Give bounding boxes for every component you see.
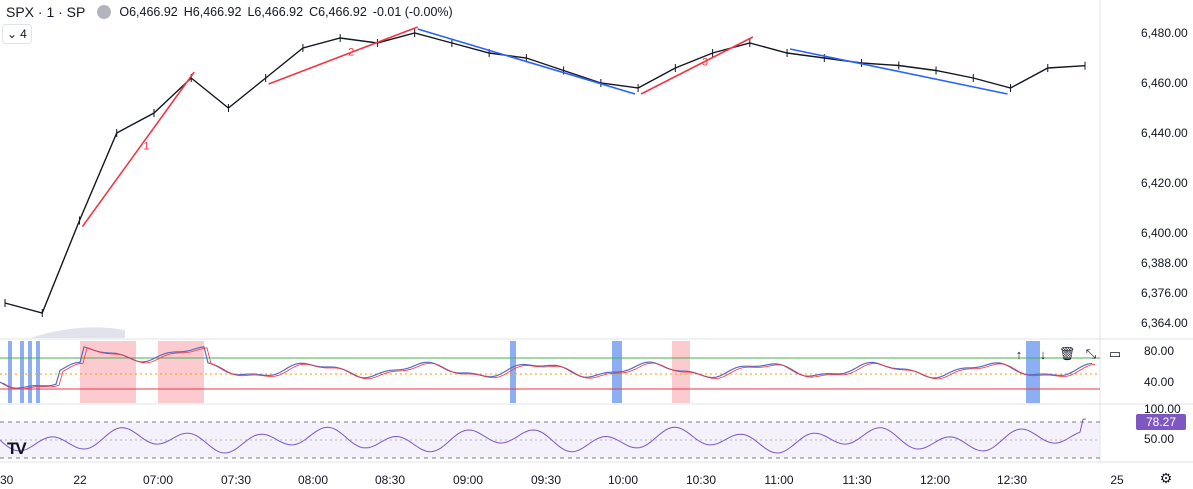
time-axis-label: 08:00 [298,473,328,487]
time-axis-label: 09:30 [531,473,561,487]
open-value: 6,466.92 [129,5,178,19]
blue-signal-band [510,341,516,403]
indicators-collapse-button[interactable]: ⌄ 4 [2,24,32,44]
price-axis-label: 6,440.00 [1141,126,1188,140]
gear-icon[interactable]: ⚙ [1159,469,1173,486]
price-axis-label: 6,420.00 [1141,176,1188,190]
rsi-value-badge: 78.27 [1136,414,1186,430]
price-axis-label: 6,364.00 [1141,316,1188,330]
maximize-icon[interactable]: ▭ [1108,346,1122,361]
high-value: 6,466.92 [192,5,242,19]
time-axis-label: 07:30 [221,473,251,487]
blue-signal-band [20,341,24,403]
time-axis-label: 10:30 [686,473,716,487]
oscillator-signal-line [2,347,1096,390]
rsi-axis-label: 50.00 [1144,432,1174,446]
collapse-icon[interactable]: ⤡ [1085,346,1097,361]
blue-signal-band [8,341,12,403]
high-label: H [183,5,193,19]
trash-icon[interactable]: 🗑 [1058,346,1076,361]
ohlc-values: O6,466.92 H6,466.92 L6,466.92 C6,466.92 -0.0… [119,5,458,19]
price-axis-label: 6,376.00 [1141,286,1188,300]
time-axis-label: 25 [1110,473,1124,487]
open-label: O [119,5,130,19]
time-axis-label: 11:00 [764,473,793,487]
price-axis-label: 6,460.00 [1141,76,1188,90]
symbol-legend: SPX · 1 · SP O6,466.92 H6,466.92 L6,466.92… [6,3,459,21]
pane-toolbar: ↑ ↓ 🗑 ⤡ ▭ [1009,344,1125,364]
time-axis-label: 07:00 [143,473,173,487]
rsi-axis-label: 100.00 [1144,402,1181,416]
low-label: L [247,5,255,19]
close-label: C [309,5,319,19]
time-axis-label: 08:30 [375,473,405,487]
down-trend-arrow [417,28,636,95]
down-trend-arrow [789,48,1008,95]
volume-area [30,327,125,338]
time-axis-label: 12:30 [997,473,1027,487]
symbol-name[interactable]: SPX · 1 · SP [6,4,86,20]
indicator-count: 4 [20,27,27,41]
up-trend-arrow [268,26,418,85]
oscillator-axis-label: 80.00 [1144,344,1174,358]
red-signal-band [80,341,136,403]
tradingview-logo[interactable]: TV [7,439,27,458]
up-trend-arrow [81,71,195,227]
price-axis-label: 6,480.00 [1141,26,1188,40]
wave-label: 1 [143,140,149,152]
close-value: 6,466.92 [318,5,367,19]
rsi-line [0,418,1087,454]
oscillator-line [0,346,1093,389]
time-axis-label: 12:00 [920,473,950,487]
time-axis-label: 11:30 [842,473,871,487]
arrow-down-icon[interactable]: ↓ [1039,346,1047,362]
time-axis-label: 22 [73,473,87,487]
time-axis-label: 09:00 [453,473,483,487]
price-axis-label: 6,388.00 [1141,256,1188,270]
low-value: 6,466.92 [254,5,304,19]
up-trend-arrow [640,36,754,95]
price-axis-label: 6,400.00 [1141,226,1188,240]
chevron-down-icon: ⌄ [7,27,18,41]
blue-signal-band [1026,341,1040,403]
oscillator-axis-label: 40.00 [1144,375,1174,389]
change-value: -0.01 (-0.00%) [372,5,453,19]
price-line [4,32,1086,314]
blue-signal-band [28,341,32,403]
time-axis-label: 30 [0,473,14,487]
arrow-up-icon[interactable]: ↑ [1015,346,1023,362]
wave-label: 2 [348,47,354,59]
eye-icon[interactable] [97,5,112,19]
wave-label: 3 [702,57,708,69]
time-axis-label: 10:00 [608,473,638,487]
blue-signal-band [36,341,40,403]
